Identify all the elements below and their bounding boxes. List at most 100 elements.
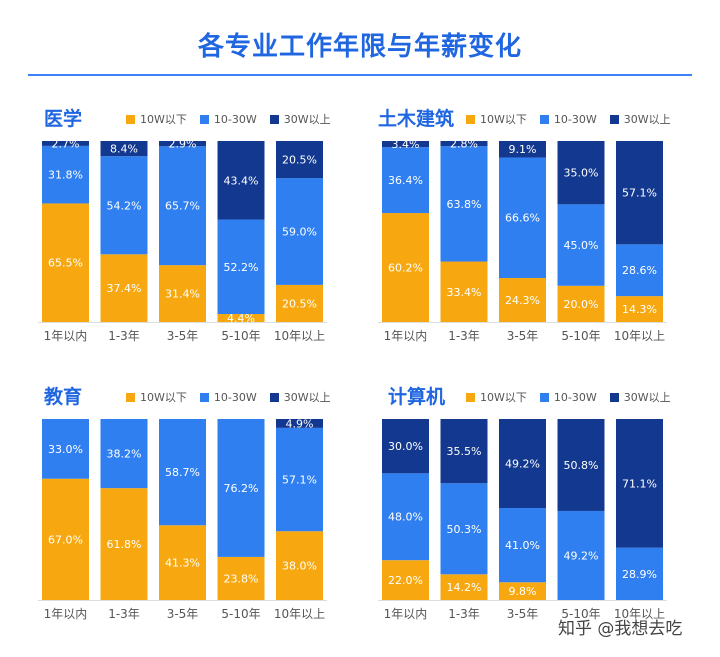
- data-label: 9.1%: [509, 143, 537, 156]
- data-label: 3.4%: [392, 138, 420, 151]
- data-label: 61.8%: [107, 538, 142, 551]
- title-divider: [28, 74, 692, 76]
- x-tick-label: 3-5年: [167, 607, 199, 621]
- legend-swatch-low: [126, 114, 135, 124]
- chart-title: 医学: [44, 108, 83, 130]
- legend-label-mid: 10-30W: [213, 390, 257, 404]
- legend-swatch-mid: [199, 114, 209, 124]
- data-label: 38.0%: [282, 560, 317, 573]
- watermark: 知乎 @我想去吃: [558, 619, 683, 639]
- data-label: 38.2%: [107, 448, 142, 461]
- legend-item-mid: 10-30W: [539, 113, 597, 126]
- bar-segment: [276, 141, 323, 179]
- data-label: 41.0%: [505, 539, 540, 552]
- data-label: 30.0%: [388, 440, 423, 453]
- legend-label-high: 30W以上: [623, 113, 671, 126]
- legend-swatch-high: [609, 392, 619, 402]
- bar-segment: [276, 531, 323, 600]
- data-label: 33.4%: [447, 286, 482, 299]
- chart-panel: 土木建筑 10W以下 10-30W 30W以上 60.2% 36.4% 3.4% 1年…: [370, 104, 715, 364]
- data-label: 49.2%: [564, 549, 599, 562]
- bar-segment: [100, 254, 148, 322]
- data-label: 33.0%: [48, 443, 83, 456]
- bar-segment: [382, 560, 429, 600]
- x-tick-label: 10年以上: [614, 607, 665, 621]
- bar-segment: [217, 419, 265, 557]
- bar-segment: [440, 574, 488, 600]
- chart-panel: 教育 10W以下 10-30W 30W以上 67.0% 33.0% 1年以内 61.8…: [30, 382, 375, 642]
- legend-item-mid: 10-30W: [539, 390, 597, 404]
- chart-plot: 60.2% 36.4% 3.4% 1年以内 33.4% 63.8% 2.8% 1-3年 24.3…: [378, 138, 667, 343]
- data-label: 54.2%: [107, 199, 142, 212]
- chart-plot: 22.0% 48.0% 30.0% 1年以内 14.2% 50.3% 35.5% 1-3年 9.…: [378, 419, 667, 621]
- data-label: 67.0%: [48, 533, 83, 546]
- legend-item-high: 30W以上: [269, 389, 331, 405]
- data-label: 52.2%: [224, 261, 259, 274]
- bar-segment: [557, 204, 605, 286]
- x-tick-label: 1-3年: [108, 607, 140, 621]
- data-label: 14.3%: [622, 303, 657, 316]
- bar-segment: [159, 141, 206, 147]
- data-label: 4.4%: [227, 312, 255, 325]
- legend-swatch-low: [466, 392, 475, 402]
- bar-segment: [42, 419, 89, 479]
- data-label: 14.2%: [447, 581, 482, 594]
- bar-segment: [616, 547, 663, 600]
- bar-segment: [100, 156, 148, 255]
- data-label: 2.8%: [450, 138, 478, 151]
- chart-legend: 10W以下 10-30W 30W以上: [466, 111, 684, 127]
- bar-segment: [440, 141, 488, 147]
- bar-segment: [382, 141, 429, 148]
- bar-segment: [440, 419, 488, 484]
- data-label: 63.8%: [447, 198, 482, 211]
- bar-segment: [616, 419, 663, 548]
- legend-label-low: 10W以下: [140, 113, 187, 126]
- bar-segment: [616, 296, 663, 322]
- legend-label-high: 30W以上: [623, 391, 671, 404]
- bar-segment: [382, 147, 429, 214]
- bar-segment: [616, 244, 663, 297]
- bar-segment: [217, 219, 265, 315]
- legend-item-low: 10W以下: [466, 389, 527, 405]
- bar-segment: [42, 478, 89, 600]
- legend-label-high: 30W以上: [283, 391, 331, 404]
- bar-segment: [276, 427, 323, 532]
- data-label: 31.8%: [48, 169, 83, 182]
- chart-panel: 计算机 10W以下 10-30W 30W以上 22.0% 48.0% 30.0% 1年…: [370, 382, 715, 642]
- bar-segment: [159, 146, 206, 266]
- data-label: 58.7%: [165, 466, 200, 479]
- x-tick-label: 3-5年: [507, 329, 539, 343]
- bar-segment: [557, 285, 605, 322]
- chart-title: 教育: [44, 386, 83, 408]
- legend-swatch-high: [609, 114, 619, 124]
- bar-segment: [499, 582, 546, 600]
- data-label: 31.4%: [165, 288, 200, 301]
- data-label: 35.5%: [447, 445, 482, 458]
- chart-panel: 医学 10W以下 10-30W 30W以上 65.5% 31.8% 2.7% 1年以内…: [30, 104, 375, 364]
- legend-swatch-mid: [539, 392, 549, 402]
- chart-title: 计算机: [388, 386, 446, 408]
- legend-item-high: 30W以上: [269, 111, 331, 127]
- x-tick-label: 1年以内: [44, 607, 88, 621]
- data-label: 35.0%: [564, 167, 599, 180]
- legend-swatch-mid: [199, 392, 209, 402]
- bar-segment: [557, 510, 605, 600]
- chart-legend: 10W以下 10-30W 30W以上: [466, 389, 684, 405]
- legend-item-low: 10W以下: [466, 111, 527, 127]
- bar-segment: [382, 419, 429, 474]
- data-label: 20.0%: [564, 298, 599, 311]
- data-label: 50.3%: [447, 523, 482, 536]
- x-tick-label: 1年以内: [384, 607, 428, 621]
- x-tick-label: 3-5年: [167, 329, 199, 343]
- legend-item-mid: 10-30W: [199, 113, 257, 126]
- legend-label-low: 10W以下: [480, 391, 527, 404]
- bar-segment: [217, 556, 265, 600]
- bar-segment: [499, 278, 546, 322]
- x-tick-label: 1年以内: [384, 329, 428, 343]
- data-label: 45.0%: [564, 239, 599, 252]
- data-label: 41.3%: [165, 557, 200, 570]
- legend-label-mid: 10-30W: [553, 390, 597, 404]
- bar-segment: [440, 146, 488, 262]
- x-tick-label: 1年以内: [44, 329, 88, 343]
- chart-title: 土木建筑: [378, 108, 455, 130]
